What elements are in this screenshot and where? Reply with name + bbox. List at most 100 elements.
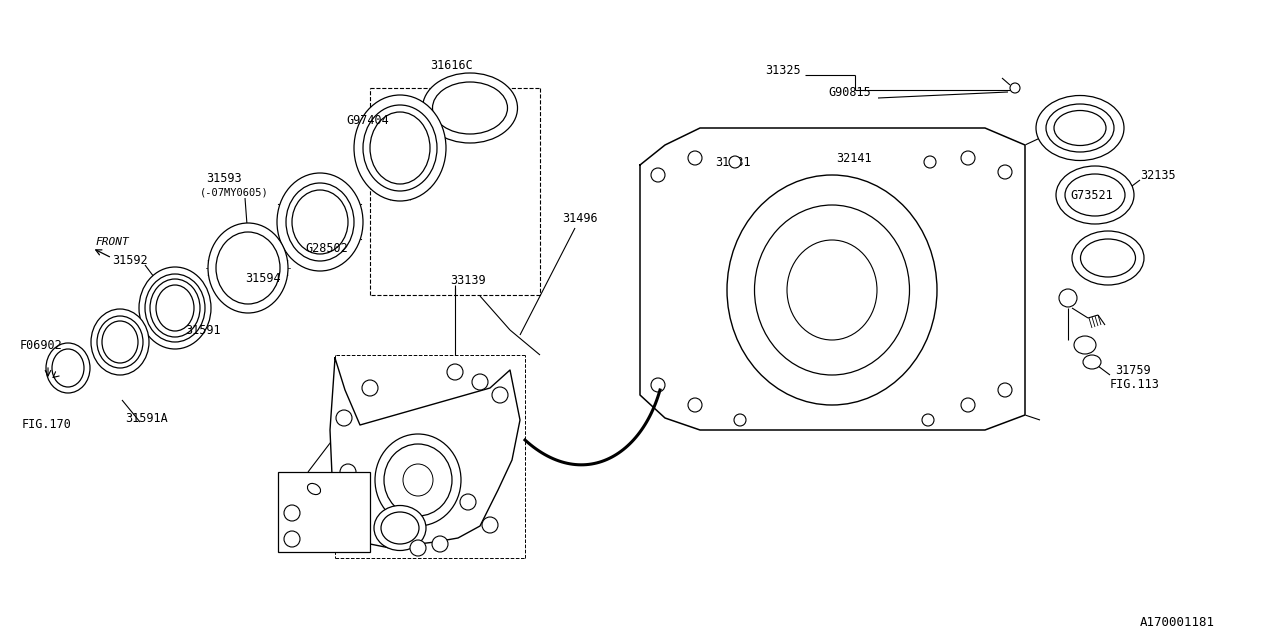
Text: 1: 1 — [488, 521, 493, 531]
Ellipse shape — [91, 309, 148, 375]
Circle shape — [472, 374, 488, 390]
Text: 31331: 31331 — [716, 156, 750, 168]
Ellipse shape — [285, 183, 355, 261]
Circle shape — [924, 156, 936, 168]
Ellipse shape — [145, 274, 205, 342]
Circle shape — [492, 387, 508, 403]
Ellipse shape — [292, 190, 348, 254]
Ellipse shape — [1083, 355, 1101, 369]
Ellipse shape — [375, 434, 461, 526]
Ellipse shape — [370, 112, 430, 184]
Circle shape — [1010, 83, 1020, 93]
Circle shape — [415, 545, 421, 551]
Circle shape — [922, 414, 934, 426]
Circle shape — [433, 536, 448, 552]
Circle shape — [284, 505, 300, 521]
Circle shape — [447, 364, 463, 380]
Circle shape — [483, 517, 498, 533]
Circle shape — [342, 524, 358, 540]
Circle shape — [362, 380, 378, 396]
Text: A5086: A5086 — [310, 532, 346, 545]
Circle shape — [733, 414, 746, 426]
Circle shape — [961, 398, 975, 412]
Text: G73521: G73521 — [1070, 189, 1112, 202]
Ellipse shape — [1036, 95, 1124, 161]
Bar — [278, 472, 370, 552]
Text: (-07MY0605): (-07MY0605) — [200, 187, 269, 197]
Text: 31759: 31759 — [1115, 364, 1151, 376]
Circle shape — [497, 392, 503, 398]
Text: 31496: 31496 — [562, 211, 598, 225]
Text: 2: 2 — [367, 384, 372, 394]
Ellipse shape — [307, 483, 320, 495]
Circle shape — [340, 464, 356, 480]
Text: 31594: 31594 — [244, 271, 280, 285]
Ellipse shape — [727, 175, 937, 405]
Text: 2: 2 — [465, 498, 471, 508]
Ellipse shape — [97, 316, 143, 368]
Circle shape — [998, 383, 1012, 397]
Ellipse shape — [1074, 336, 1096, 354]
Text: 31593: 31593 — [206, 172, 242, 184]
Text: F06902: F06902 — [20, 339, 63, 351]
Text: 2: 2 — [357, 512, 364, 522]
Circle shape — [436, 541, 443, 547]
Text: 31591A: 31591A — [125, 412, 168, 424]
Ellipse shape — [384, 444, 452, 516]
Polygon shape — [640, 128, 1025, 430]
Ellipse shape — [140, 267, 211, 349]
Circle shape — [689, 151, 701, 165]
Ellipse shape — [433, 82, 507, 134]
Ellipse shape — [276, 173, 364, 271]
Text: 31616C: 31616C — [430, 58, 472, 72]
Ellipse shape — [52, 349, 84, 387]
Circle shape — [998, 165, 1012, 179]
Text: 1: 1 — [1065, 293, 1071, 303]
Polygon shape — [330, 358, 520, 548]
Text: FIG.113: FIG.113 — [1110, 378, 1160, 392]
Ellipse shape — [381, 512, 419, 544]
Text: 33139: 33139 — [451, 273, 485, 287]
Circle shape — [357, 513, 364, 519]
Circle shape — [452, 369, 458, 375]
Ellipse shape — [1056, 166, 1134, 224]
Circle shape — [1059, 289, 1076, 307]
Circle shape — [689, 398, 701, 412]
Text: 2: 2 — [289, 534, 294, 544]
Circle shape — [460, 494, 476, 510]
Ellipse shape — [1046, 104, 1114, 152]
Ellipse shape — [787, 240, 877, 340]
Circle shape — [486, 522, 493, 528]
Ellipse shape — [216, 232, 280, 304]
Text: 31325: 31325 — [765, 63, 800, 77]
Text: G90815: G90815 — [828, 86, 870, 99]
Text: FRONT: FRONT — [95, 237, 129, 247]
Circle shape — [652, 378, 666, 392]
Text: 32135: 32135 — [1140, 168, 1175, 182]
Text: 32141: 32141 — [836, 152, 872, 164]
Ellipse shape — [150, 279, 200, 337]
Circle shape — [477, 379, 483, 385]
Text: 0105S: 0105S — [310, 506, 346, 520]
Circle shape — [465, 499, 471, 505]
Ellipse shape — [102, 321, 138, 363]
Ellipse shape — [754, 205, 910, 375]
Circle shape — [410, 540, 426, 556]
Circle shape — [346, 469, 351, 475]
Circle shape — [340, 415, 347, 421]
Text: 2: 2 — [477, 378, 483, 388]
Ellipse shape — [374, 506, 426, 550]
Circle shape — [652, 168, 666, 182]
Text: 1: 1 — [289, 508, 294, 518]
Text: FIG.170: FIG.170 — [22, 419, 72, 431]
Text: G28502: G28502 — [305, 241, 348, 255]
Ellipse shape — [209, 223, 288, 313]
Text: 31591: 31591 — [186, 323, 220, 337]
Circle shape — [352, 508, 369, 524]
Text: 2: 2 — [436, 540, 443, 550]
Circle shape — [961, 151, 975, 165]
Ellipse shape — [1065, 174, 1125, 216]
Ellipse shape — [1053, 111, 1106, 145]
Text: 2: 2 — [452, 368, 458, 378]
Text: A170001181: A170001181 — [1140, 616, 1215, 628]
